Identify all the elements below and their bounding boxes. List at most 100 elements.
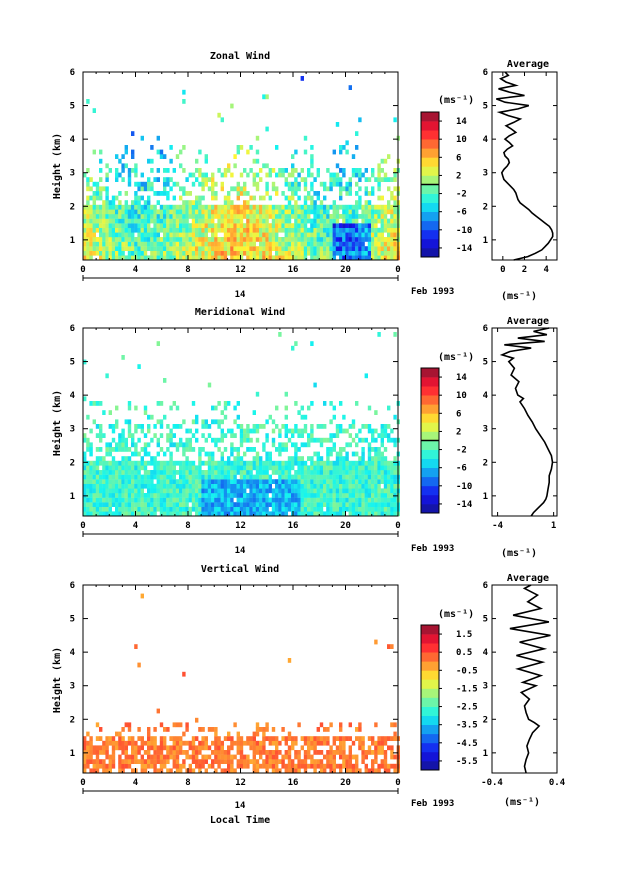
heatmap-cell	[185, 727, 189, 732]
heatmap-cell	[367, 204, 372, 210]
heatmap-cell	[351, 172, 356, 178]
heatmap-cell	[374, 768, 378, 774]
x-tick-label: 8	[185, 778, 190, 788]
heatmap-cell	[86, 181, 90, 187]
heatmap-cell	[211, 437, 215, 443]
heatmap-cell	[239, 237, 244, 242]
heatmap-cell	[115, 474, 119, 480]
x-tick-label: 16	[288, 521, 299, 531]
heatmap-cell	[99, 502, 103, 507]
heatmap-cell	[387, 255, 391, 261]
heatmap-cell	[390, 177, 394, 182]
heatmap-cell	[332, 246, 336, 251]
x-tick-label: 8	[185, 521, 190, 531]
heatmap-cell	[371, 759, 375, 764]
heatmap-cell	[345, 470, 349, 475]
heatmap-cell	[316, 750, 320, 755]
heatmap-cell	[313, 232, 317, 238]
heatmap-cell	[265, 750, 269, 755]
heatmap-cell	[86, 232, 90, 238]
heatmap-cell	[134, 451, 138, 457]
heatmap-cell	[364, 250, 368, 256]
heatmap-cell	[383, 465, 388, 471]
heatmap-cell	[175, 497, 180, 503]
heatmap-cell	[95, 736, 100, 741]
heatmap-cell	[287, 255, 292, 261]
heatmap-cell	[111, 232, 116, 238]
heatmap-cell	[355, 736, 359, 741]
heatmap-cell	[217, 479, 221, 484]
heatmap-cell	[275, 483, 279, 489]
heatmap-cell	[159, 511, 164, 517]
heatmap-cell	[166, 497, 170, 503]
heatmap-cell	[134, 195, 138, 201]
heatmap-cell	[393, 214, 397, 219]
heatmap-cell	[195, 223, 199, 228]
heatmap-cell	[140, 768, 144, 774]
heatmap-cell	[294, 736, 298, 741]
heatmap-cell	[323, 223, 327, 228]
heatmap-cell	[259, 168, 263, 173]
heatmap-cell	[89, 209, 93, 215]
heatmap-cell	[214, 493, 218, 498]
heatmap-cell	[310, 227, 314, 233]
heatmap-cell	[95, 246, 100, 251]
heatmap-cell	[335, 497, 340, 503]
profile-y-tick-label: 6	[483, 324, 488, 334]
heatmap-cell	[364, 470, 368, 475]
heatmap-cell	[188, 506, 192, 512]
heatmap-cell	[127, 502, 132, 507]
heatmap-cell	[169, 218, 173, 224]
heatmap-cell	[329, 470, 333, 475]
heatmap-cell	[262, 479, 266, 484]
heatmap-cell	[191, 246, 196, 251]
heatmap-cell	[127, 493, 132, 498]
heatmap-cell	[255, 223, 260, 228]
heatmap-cell	[92, 768, 96, 774]
heatmap-cell	[364, 191, 368, 196]
heatmap-cell	[150, 414, 154, 420]
heatmap-cell	[166, 204, 170, 210]
heatmap-cell	[230, 223, 234, 228]
heatmap-cell	[127, 241, 132, 247]
heatmap-cell	[118, 209, 122, 215]
heatmap-cell	[348, 442, 352, 448]
heatmap-cell	[374, 460, 378, 466]
heatmap-cell	[239, 428, 244, 434]
heatmap-cell	[342, 736, 346, 741]
heatmap-cell	[211, 727, 215, 732]
meridional-profile-title: Average	[507, 316, 549, 327]
heatmap-cell	[150, 145, 154, 150]
heatmap-cell	[86, 447, 90, 452]
heatmap-cell	[227, 470, 231, 475]
heatmap-cell	[275, 237, 279, 242]
heatmap-cell	[163, 763, 167, 769]
heatmap-cell	[281, 227, 285, 233]
heatmap-cell	[348, 763, 352, 769]
heatmap-cell	[179, 488, 183, 494]
heatmap-cell	[108, 255, 112, 261]
heatmap-cell	[303, 442, 308, 448]
heatmap-cell	[83, 246, 87, 251]
heatmap-cell	[329, 479, 333, 484]
heatmap-cell	[371, 433, 375, 438]
heatmap-cell	[191, 237, 196, 242]
heatmap-cell	[291, 474, 295, 480]
y-tick-label: 5	[70, 615, 75, 625]
heatmap-cell	[300, 511, 304, 517]
heatmap-cell	[249, 195, 253, 201]
heatmap-cell	[294, 200, 298, 205]
heatmap-cell	[214, 474, 218, 480]
heatmap-cell	[143, 451, 148, 457]
heatmap-cell	[342, 745, 346, 751]
heatmap-cell	[134, 506, 138, 512]
heatmap-cell	[300, 177, 304, 182]
heatmap-cell	[303, 250, 308, 256]
heatmap-cell	[249, 168, 253, 173]
heatmap-cell	[217, 465, 221, 471]
heatmap-cell	[262, 745, 266, 751]
heatmap-cell	[159, 246, 164, 251]
colorbar-tick-label: -6	[456, 208, 467, 218]
heatmap-cell	[118, 470, 122, 475]
heatmap-cell	[188, 437, 192, 443]
